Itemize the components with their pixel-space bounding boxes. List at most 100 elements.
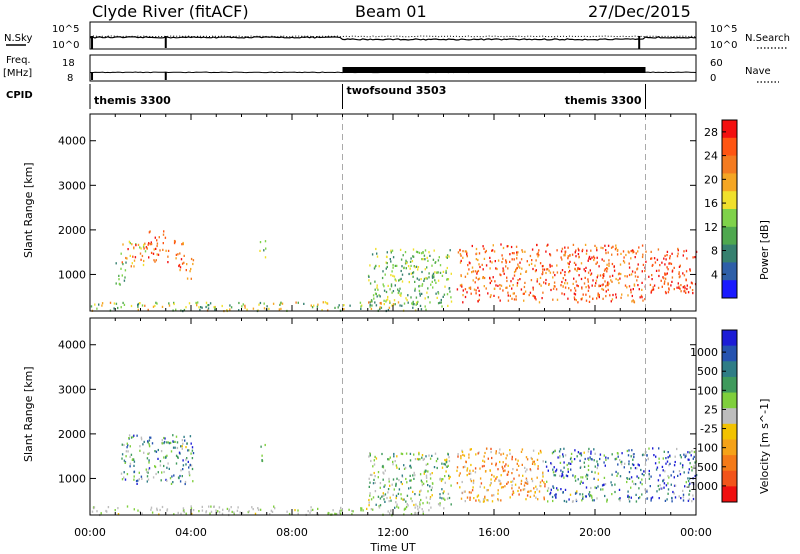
data-cell [591,458,593,461]
data-cell [468,456,470,459]
freq-label: Freq. [6,55,31,66]
data-cell [577,478,579,481]
data-cell [420,252,423,255]
data-cell [626,275,628,278]
data-cell [600,246,602,249]
data-cell [669,462,671,465]
data-cell [229,304,231,307]
data-cell [529,468,531,471]
data-cell [434,279,436,282]
colorbar-tick-label: 8 [711,245,718,258]
data-cell [499,448,501,451]
data-cell [465,461,467,464]
data-cell [627,454,630,457]
data-cell [375,264,377,267]
data-cell [409,474,411,477]
data-cell [590,450,592,453]
data-cell [122,243,124,246]
data-cell [538,490,541,493]
data-cell [518,493,520,496]
y-tick-label: 3000 [58,179,86,192]
data-cell [466,496,469,499]
data-cell [368,279,370,282]
data-cell [107,506,110,509]
data-cell [531,480,534,483]
data-cell [644,453,646,456]
data-cell [175,257,177,260]
data-cell [252,508,254,511]
colorbar-swatch [722,455,737,472]
data-cell [586,473,588,476]
data-cell [273,505,275,508]
data-cell [169,441,172,444]
data-cell [680,284,682,287]
data-cell [526,481,529,484]
data-cell [501,261,503,264]
data-cell [231,510,233,513]
data-cell [667,488,670,491]
data-cell [477,269,480,273]
data-cell [475,292,477,295]
data-cell [520,272,522,275]
data-cell [626,480,628,484]
freq-tick-left-top: 18 [62,58,75,69]
data-cell [673,484,676,487]
data-cell [583,465,586,468]
data-cell [186,457,188,460]
data-cell [400,497,403,500]
data-cell [184,482,186,486]
data-cell [213,505,215,508]
data-cell [177,511,179,514]
data-cell [360,509,362,512]
data-cell [537,467,539,470]
data-cell [476,272,478,275]
data-cell [123,471,125,474]
data-cell [163,470,165,474]
data-cell [516,284,518,287]
data-cell [523,285,526,289]
data-cell [205,301,208,304]
data-cell [602,276,604,279]
data-cell [430,283,432,286]
data-cell [399,278,401,281]
data-cell [423,472,425,475]
data-cell [588,447,590,450]
data-cell [540,485,542,488]
data-cell [157,457,159,460]
data-cell [589,295,591,298]
data-cell [685,278,687,281]
data-cell [521,463,523,466]
data-cell [487,457,489,460]
data-cell [426,277,428,280]
data-cell [578,249,580,252]
nsky-tick-left-bottom: 10^0 [52,40,79,51]
data-cell [449,290,451,293]
data-cell [133,434,135,437]
data-cell [545,268,548,271]
data-cell [419,284,421,288]
data-cell [586,474,589,477]
data-cell [489,469,491,472]
data-cell [513,298,516,301]
data-cell [156,242,159,245]
data-cell [515,245,518,248]
data-cell [497,498,499,501]
data-cell [161,442,164,445]
data-cell [669,255,671,258]
data-cell [581,287,583,290]
data-cell [479,485,481,488]
data-cell [552,486,555,489]
data-cell [633,453,635,456]
data-cell [420,498,422,502]
data-cell [407,301,409,304]
data-cell [677,474,679,477]
data-cell [184,439,186,442]
data-cell [639,296,641,299]
data-cell [515,268,517,271]
data-cell [369,454,371,457]
data-cell [386,251,388,254]
data-cell [692,494,694,497]
data-cell [614,490,616,494]
data-cell [620,252,622,255]
